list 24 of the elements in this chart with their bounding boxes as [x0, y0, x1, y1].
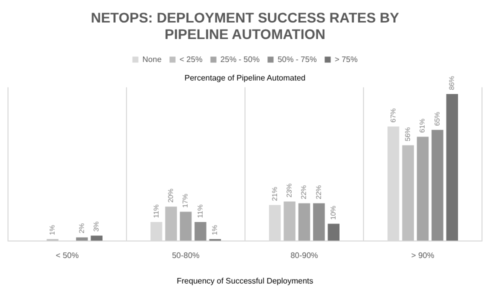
bar: [194, 222, 206, 241]
chart-title: NETOPS: DEPLOYMENT SUCCESS RATES BY PIPELINE AUTOMATION: [90, 9, 400, 42]
legend-label: < 25%: [180, 54, 202, 64]
bar: [165, 206, 177, 241]
bar: [416, 136, 429, 241]
bar: [446, 94, 458, 241]
x-tick-label: < 50%: [56, 250, 79, 260]
legend-label: > 75%: [334, 54, 358, 64]
x-tick-label: 50-80%: [172, 250, 200, 260]
bar: [298, 203, 310, 241]
legend-label: 25% - 50%: [220, 54, 260, 64]
bar: [284, 202, 296, 241]
legend-label: None: [142, 54, 162, 64]
bar: [313, 203, 325, 241]
x-tick-label: > 90%: [411, 250, 434, 260]
bar: [402, 145, 414, 241]
bar: [180, 212, 192, 241]
bar: [432, 130, 444, 241]
x-tick-label: 80-90%: [290, 250, 318, 260]
legend-title: Percentage of Pipeline Automated: [184, 74, 306, 83]
bar: [90, 236, 103, 241]
x-axis-title: Frequency of Successful Deployments: [176, 276, 314, 286]
legend-label: 50% - 75%: [278, 54, 317, 64]
bar: [328, 224, 340, 241]
